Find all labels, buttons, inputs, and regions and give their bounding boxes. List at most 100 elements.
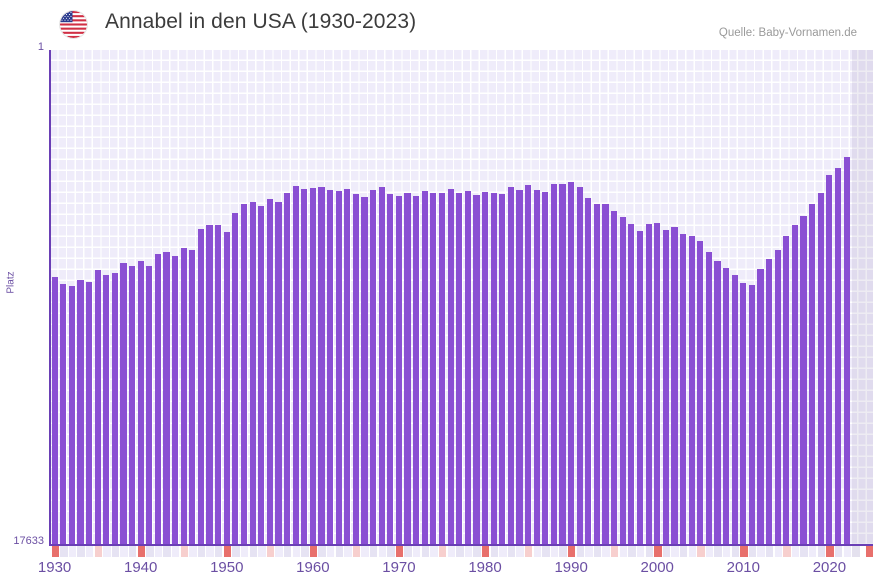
x-axis-tick-cell (654, 546, 662, 557)
bar (593, 204, 601, 545)
bar (473, 195, 480, 545)
x-axis-tick-cell (301, 546, 309, 557)
x-axis-tick-cell (559, 546, 567, 557)
bar (550, 184, 557, 545)
y-axis-tick-top: 1 (37, 41, 44, 53)
bar (766, 258, 773, 545)
x-axis-tick-cell (619, 546, 628, 557)
x-axis-tick-cell (163, 546, 171, 557)
bar (172, 255, 179, 545)
bar (103, 274, 110, 545)
x-axis-tick-cell (774, 546, 783, 557)
x-axis-tick-cell (679, 546, 688, 557)
bar (430, 192, 437, 545)
x-axis-tick-cell (335, 546, 343, 557)
bar (783, 236, 790, 545)
plot-area (50, 50, 873, 545)
bar (180, 248, 187, 545)
bar (542, 192, 549, 545)
x-axis-tick-cell (197, 546, 206, 557)
x-axis-tick-cell (550, 546, 559, 557)
bar (576, 187, 583, 545)
bar (120, 263, 127, 545)
bar (619, 216, 626, 545)
x-axis-tick-label: 2010 (726, 559, 760, 576)
bar (344, 188, 351, 545)
bar (559, 184, 566, 545)
x-axis-tick-cell (180, 546, 189, 557)
bar (481, 192, 489, 545)
x-axis-tick-cell (473, 546, 481, 557)
bar (370, 190, 377, 545)
bar (826, 175, 833, 545)
x-axis-tick-cell (413, 546, 421, 557)
x-axis-tick-cell (77, 546, 85, 557)
bar (361, 197, 368, 545)
x-axis-tick-cell (352, 546, 361, 557)
x-axis-tick-cell (438, 546, 447, 557)
bar (240, 203, 248, 545)
bar (817, 192, 824, 545)
x-axis-tick-label: 1930 (37, 559, 72, 576)
x-axis-tick-cell (568, 546, 576, 557)
x-axis-tick-cell (292, 546, 300, 557)
x-axis-tick-cell (766, 546, 774, 557)
bar (507, 187, 514, 545)
bar (524, 185, 532, 545)
x-axis-tick-cell (865, 546, 873, 557)
x-axis-tick-cell (128, 546, 137, 557)
x-axis-tick-cell (852, 546, 860, 557)
x-axis-tick-cell (464, 546, 473, 557)
bar (585, 198, 592, 545)
bar (275, 202, 282, 545)
x-axis-tick-cell (611, 546, 619, 557)
bar (740, 283, 747, 545)
x-axis-tick-cell (172, 546, 180, 557)
x-axis-tick-label: 1940 (124, 559, 158, 576)
bar (404, 193, 411, 545)
bar (499, 194, 506, 545)
x-axis-tick-cell (688, 546, 696, 557)
x-axis-tick-cell (748, 546, 757, 557)
x-axis-tick-cell (189, 546, 197, 557)
x-axis-tick-labels: 1930 1940 1950 1960 1970 1980 1990 2000 2010 2020 (0, 559, 873, 585)
bar (283, 193, 291, 545)
page-title: Annabel in den USA (1930-2023) (105, 10, 417, 33)
bar (326, 190, 334, 545)
bar (447, 188, 454, 545)
x-axis-tick-cell (326, 546, 335, 557)
bar (421, 190, 428, 545)
bar (834, 168, 842, 545)
bar (395, 195, 403, 545)
x-axis-tick-cell (283, 546, 292, 557)
bar (137, 261, 144, 545)
x-axis-tick-cell (111, 546, 120, 557)
x-axis-tick-cell (120, 546, 128, 557)
bar (688, 235, 695, 545)
x-axis-tick-cell (516, 546, 524, 557)
bar (671, 227, 678, 545)
bar (189, 250, 196, 545)
x-axis-tick-cell (628, 546, 636, 557)
source-attribution: Quelle: Baby-Vornamen.de (718, 27, 857, 39)
x-axis-tick-cell (395, 546, 404, 557)
y-axis-line (49, 50, 51, 546)
x-axis-tick-cell (223, 546, 232, 557)
x-axis-line (50, 544, 873, 546)
x-axis-tick-cell (361, 546, 369, 557)
x-axis-tick-cell (843, 546, 851, 557)
x-axis-tick-label: 2020 (812, 559, 847, 576)
x-axis-tick-cell (456, 546, 464, 557)
bar (438, 193, 446, 545)
x-axis-tick-cell (722, 546, 731, 557)
x-axis-tick-cell (817, 546, 826, 557)
x-axis-tick-cell (507, 546, 516, 557)
x-axis-tick-label: 1970 (382, 559, 416, 576)
bar (387, 194, 394, 545)
x-axis-tick-cell (585, 546, 593, 557)
x-axis-tick-cell (481, 546, 490, 557)
x-axis-tick-label: 1960 (296, 559, 330, 576)
x-axis-tick-cell (146, 546, 154, 557)
bar (223, 231, 230, 545)
usa-flag-circle-icon (60, 11, 87, 38)
